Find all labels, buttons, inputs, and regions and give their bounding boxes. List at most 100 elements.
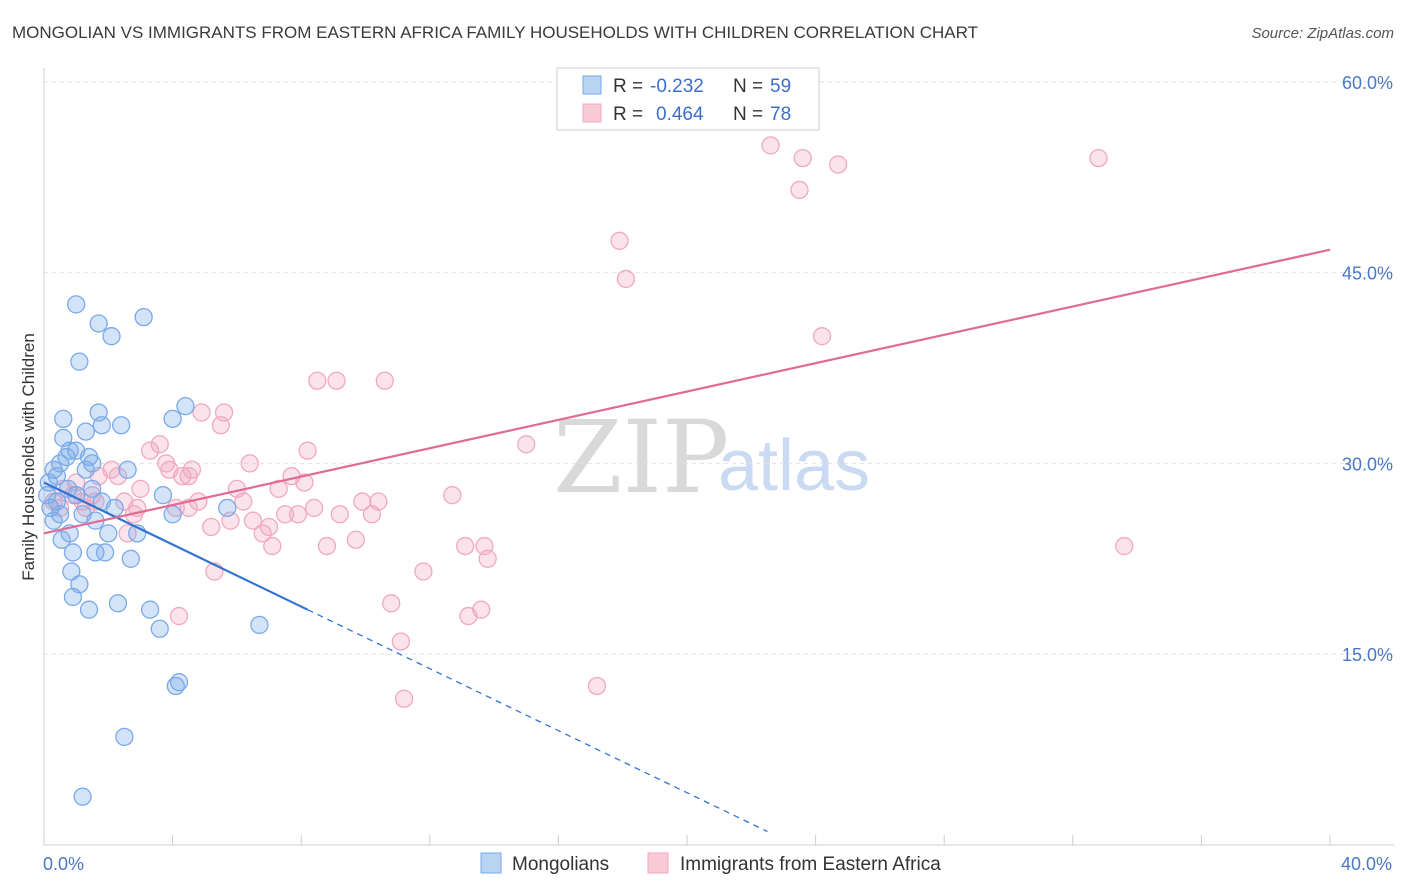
immigrant-point-68 — [587, 676, 607, 696]
immigrant-point-26 — [179, 498, 198, 518]
mongolian-point-50 — [163, 409, 182, 429]
immigrant-point-17 — [140, 441, 160, 460]
mongolian-point-48 — [150, 619, 169, 638]
mongolian-point-27 — [79, 600, 99, 619]
y-tick-label-3: 60.0% — [1342, 73, 1393, 93]
mongolian-point-46 — [134, 307, 153, 327]
immigrant-point-70 — [616, 269, 636, 289]
mongolian-point-51 — [176, 397, 195, 416]
mongolian-point-31 — [86, 543, 105, 562]
mongolian-point-36 — [95, 543, 115, 562]
mongolian-point-20 — [67, 295, 86, 314]
immigrant-point-53 — [353, 492, 372, 511]
immigrant-point-42 — [275, 505, 295, 524]
immigrant-point-18 — [150, 435, 169, 454]
immigrant-point-47 — [304, 498, 324, 518]
immigrant-point-28 — [192, 403, 211, 422]
series-legend: Mongolians Immigrants from Eastern Afric… — [480, 852, 941, 875]
immigrant-point-64 — [472, 600, 491, 619]
legend-swatch-immigrants — [582, 103, 602, 123]
immigrant-point-13 — [118, 524, 137, 543]
mongolian-point-21 — [70, 352, 89, 371]
immigrant-point-39 — [259, 517, 279, 537]
legend-r-label-2: R = — [613, 104, 643, 125]
mongolian-point-49 — [153, 486, 173, 505]
immigrant-point-11 — [108, 466, 128, 486]
immigrant-point-22 — [173, 466, 192, 486]
immigrant-point-41 — [269, 479, 288, 498]
mongolian-point-47 — [140, 600, 160, 619]
chart-title: MONGOLIAN VS IMMIGRANTS FROM EASTERN AFR… — [12, 23, 978, 42]
mongolian-point-38 — [102, 327, 121, 346]
immigrant-point-40 — [263, 536, 282, 556]
immigrant-point-16 — [131, 479, 150, 498]
immigrant-point-55 — [369, 492, 388, 511]
legend-swatch-mongolians — [582, 75, 602, 95]
mongolian-point-22 — [70, 575, 89, 594]
mongolian-point-43 — [118, 460, 137, 479]
immigrant-point-56 — [375, 371, 394, 390]
immigrant-point-69 — [610, 231, 629, 250]
immigrant-point-36 — [240, 454, 259, 473]
immigrant-point-50 — [327, 371, 346, 390]
immigrant-point-37 — [243, 511, 263, 530]
trend-line-mongolians-extension — [307, 609, 768, 833]
y-tick-label-2: 45.0% — [1342, 264, 1393, 284]
mongolian-point-13 — [60, 441, 79, 460]
immigrant-point-52 — [346, 530, 366, 549]
mongolian-point-37 — [99, 524, 118, 543]
y-tick-labels: 15.0% 30.0% 45.0% 60.0% — [1342, 73, 1393, 665]
mongolian-point-35 — [92, 416, 112, 435]
mongolian-point-57 — [73, 787, 92, 806]
legend-n-label-2: N = — [733, 104, 763, 125]
legend-n-label-1: N = — [733, 76, 763, 97]
y-axis-label: Family Households with Children — [19, 333, 38, 581]
trend-lines — [43, 248, 1331, 833]
trend-line-mongolians — [43, 481, 309, 611]
mongolian-point-17 — [63, 543, 83, 562]
immigrant-point-58 — [391, 632, 411, 651]
stats-legend: R = -0.232 N = 59 R = 0.464 N = 78 — [556, 67, 820, 131]
legend-n-value-1: 59 — [770, 76, 791, 97]
immigrant-point-45 — [295, 473, 314, 492]
gridlines — [44, 81, 1394, 655]
mongolian-point-52 — [163, 505, 182, 524]
series-legend-swatch-mongolians — [480, 852, 502, 874]
immigrant-point-71 — [761, 136, 780, 155]
mongolian-point-7 — [50, 505, 70, 524]
legend-r-value-2: 0.464 — [656, 104, 704, 125]
chart-source: Source: ZipAtlas.com — [1251, 25, 1394, 42]
immigrant-point-61 — [443, 486, 462, 505]
legend-n-value-2: 78 — [770, 104, 791, 125]
immigrant-point-25 — [169, 606, 189, 626]
immigrant-point-44 — [288, 505, 308, 524]
immigrant-point-67 — [517, 435, 536, 454]
immigrant-point-29 — [202, 517, 221, 537]
immigrant-point-49 — [317, 536, 337, 556]
immigrant-point-32 — [214, 403, 234, 422]
legend-r-value-1: -0.232 — [650, 76, 704, 97]
mongolian-point-33 — [89, 314, 108, 333]
immigrant-point-66 — [478, 549, 497, 568]
y-tick-label-1: 30.0% — [1342, 454, 1393, 474]
series-legend-label-mongolians: Mongolians — [512, 854, 609, 875]
immigrant-point-35 — [234, 492, 253, 511]
series-legend-label-immigrants: Immigrants from Eastern Africa — [680, 854, 941, 875]
watermark: ZIP atlas — [553, 399, 870, 516]
immigrant-point-75 — [828, 155, 848, 174]
mongolian-point-28 — [83, 479, 102, 498]
immigrant-point-73 — [793, 148, 812, 168]
mongolian-point-9 — [54, 409, 73, 429]
mongolian-point-56 — [250, 615, 269, 635]
watermark-zip: ZIP — [553, 399, 729, 516]
immigrant-point-59 — [394, 689, 414, 708]
mongolian-point-55 — [218, 498, 237, 518]
immigrant-point-24 — [182, 460, 202, 479]
mongolian-point-54 — [169, 673, 189, 692]
immigrant-point-62 — [456, 536, 475, 556]
axes — [43, 68, 1394, 846]
series-mongolians-points — [38, 295, 269, 806]
mongolian-point-41 — [112, 416, 131, 435]
x-tick-label-left: 0.0% — [43, 854, 84, 874]
x-tick-label-right: 40.0% — [1341, 854, 1392, 874]
